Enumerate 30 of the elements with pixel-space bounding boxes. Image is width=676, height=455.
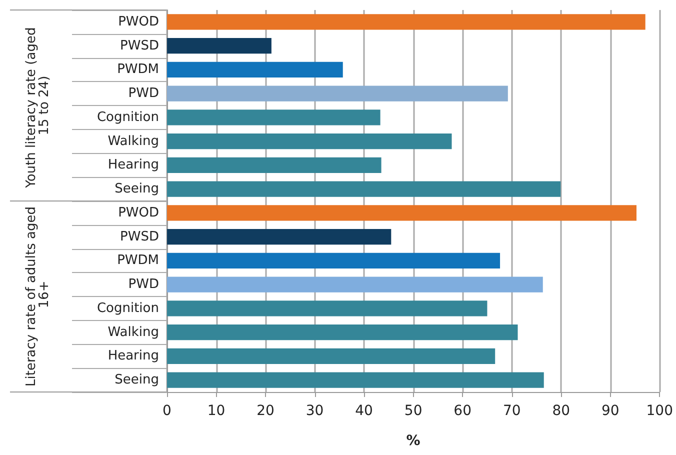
x-tick-label: 60 [454,403,472,419]
x-tick-label: 10 [207,403,226,419]
text: Youth literacy rate (aged 15 to 24) [24,23,52,189]
y-tick-label: Hearing [108,158,159,173]
y-tick-label: PWDM [117,62,159,78]
text: Literacy rate of adults aged 16+ [24,206,52,386]
y-tick-label: PWD [128,277,159,292]
y-tick-label: Walking [108,134,159,149]
x-tick-label: 90 [601,403,620,419]
y-tick-label: PWOD [118,205,159,220]
x-tick-label: 50 [404,403,422,419]
x-tick-label: 70 [502,403,521,419]
x-tick-label: 80 [552,403,570,419]
y-tick-label: PWOD [118,14,159,30]
y-tick-label: PWD [128,86,159,102]
y-tick-label: Walking [108,324,159,340]
y-tick-label: Seeing [114,372,159,388]
x-axis-title: % [406,433,420,449]
x-tick-label: 100 [646,403,674,419]
y-tick-label: PWSD [120,229,159,244]
y-tick-label: PWSD [120,38,159,54]
x-tick-label: 20 [256,403,274,419]
y-tick-label: Cognition [96,110,159,125]
x-tick-label: 30 [306,403,324,419]
x-tick-label: 0 [162,403,172,419]
y-tick-label: Hearing [108,348,159,364]
y-tick-label: Seeing [114,182,159,197]
y-tick-label: PWDM [117,253,159,268]
x-tick-label: 40 [355,403,373,419]
y-tick-label: Cognition [96,300,159,316]
